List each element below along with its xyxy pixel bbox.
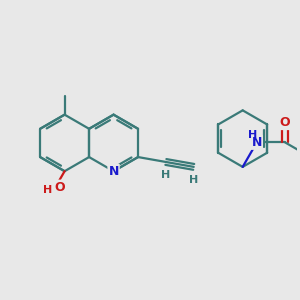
Text: N: N: [252, 136, 262, 149]
Text: O: O: [55, 181, 65, 194]
Text: O: O: [280, 116, 290, 129]
Text: H: H: [43, 185, 52, 195]
Text: H: H: [189, 175, 198, 184]
Text: H: H: [161, 170, 170, 180]
Text: N: N: [108, 165, 119, 178]
Text: H: H: [248, 130, 257, 140]
